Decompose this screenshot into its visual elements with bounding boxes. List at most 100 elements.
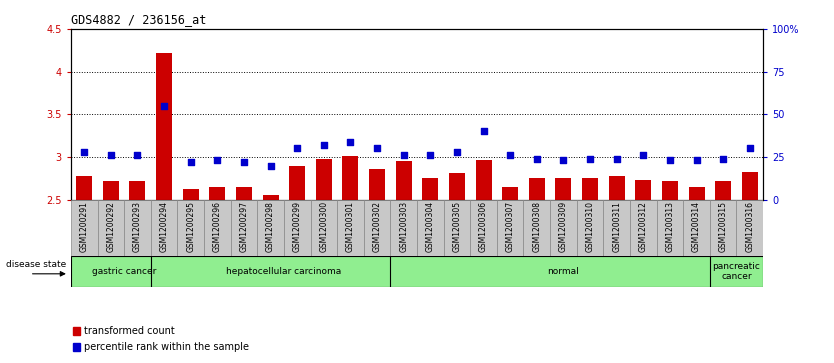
- Text: GSM1200298: GSM1200298: [266, 201, 275, 252]
- Bar: [741, 172, 758, 200]
- Bar: [497, 200, 524, 256]
- Text: transformed count: transformed count: [84, 326, 175, 336]
- Bar: [183, 189, 198, 200]
- Bar: [444, 200, 470, 256]
- Point: [397, 152, 410, 158]
- Point: [344, 139, 357, 144]
- Bar: [71, 256, 178, 287]
- Bar: [609, 176, 625, 200]
- Bar: [603, 200, 630, 256]
- Bar: [209, 187, 225, 200]
- Point: [104, 152, 118, 158]
- Text: GSM1200300: GSM1200300: [319, 201, 329, 252]
- Bar: [151, 200, 178, 256]
- Text: GSM1200292: GSM1200292: [106, 201, 115, 252]
- Point: [716, 156, 730, 162]
- Bar: [124, 200, 151, 256]
- Point: [370, 146, 384, 151]
- Point: [477, 129, 490, 134]
- Text: GSM1200295: GSM1200295: [186, 201, 195, 252]
- Text: GDS4882 / 236156_at: GDS4882 / 236156_at: [71, 13, 206, 26]
- Point: [237, 159, 250, 165]
- Bar: [316, 159, 332, 200]
- Bar: [395, 161, 412, 200]
- Point: [131, 152, 144, 158]
- Text: GSM1200314: GSM1200314: [692, 201, 701, 252]
- Bar: [390, 200, 417, 256]
- Text: GSM1200315: GSM1200315: [719, 201, 728, 252]
- Bar: [417, 200, 444, 256]
- Bar: [151, 256, 417, 287]
- Text: GSM1200299: GSM1200299: [293, 201, 302, 252]
- Bar: [470, 200, 497, 256]
- Bar: [550, 200, 577, 256]
- Bar: [636, 180, 651, 200]
- Bar: [343, 156, 359, 200]
- Bar: [475, 160, 491, 200]
- Bar: [662, 181, 678, 200]
- Point: [158, 103, 171, 109]
- Bar: [73, 327, 80, 335]
- Text: GSM1200297: GSM1200297: [239, 201, 249, 252]
- Point: [557, 158, 570, 163]
- Bar: [577, 200, 603, 256]
- Text: GSM1200309: GSM1200309: [559, 201, 568, 252]
- Bar: [284, 200, 310, 256]
- Text: GSM1200316: GSM1200316: [746, 201, 754, 252]
- Bar: [656, 200, 683, 256]
- Text: percentile rank within the sample: percentile rank within the sample: [84, 342, 249, 352]
- Point: [690, 158, 703, 163]
- Bar: [73, 343, 80, 351]
- Bar: [103, 181, 118, 200]
- Bar: [76, 176, 93, 200]
- Text: GSM1200303: GSM1200303: [399, 201, 408, 252]
- Text: GSM1200307: GSM1200307: [505, 201, 515, 252]
- Bar: [683, 200, 710, 256]
- Bar: [390, 256, 736, 287]
- Point: [743, 146, 756, 151]
- Text: GSM1200308: GSM1200308: [532, 201, 541, 252]
- Bar: [422, 178, 439, 200]
- Bar: [716, 181, 731, 200]
- Bar: [736, 200, 763, 256]
- Point: [504, 152, 517, 158]
- Text: GSM1200312: GSM1200312: [639, 201, 648, 252]
- Bar: [710, 200, 736, 256]
- Text: GSM1200296: GSM1200296: [213, 201, 222, 252]
- Bar: [364, 200, 390, 256]
- Point: [211, 158, 224, 163]
- Bar: [236, 187, 252, 200]
- Bar: [71, 200, 98, 256]
- Point: [663, 158, 676, 163]
- Point: [290, 146, 304, 151]
- Text: disease state: disease state: [6, 260, 66, 269]
- Text: hepatocellular carcinoma: hepatocellular carcinoma: [226, 267, 341, 276]
- Bar: [582, 178, 598, 200]
- Text: gastric cancer: gastric cancer: [92, 267, 156, 276]
- Bar: [156, 53, 172, 200]
- Bar: [231, 200, 257, 256]
- Bar: [555, 178, 571, 200]
- Bar: [710, 256, 763, 287]
- Point: [317, 142, 330, 148]
- Bar: [524, 200, 550, 256]
- Point: [530, 156, 544, 162]
- Point: [610, 156, 623, 162]
- Bar: [178, 200, 204, 256]
- Bar: [630, 200, 656, 256]
- Point: [424, 152, 437, 158]
- Text: GSM1200313: GSM1200313: [666, 201, 675, 252]
- Bar: [129, 181, 145, 200]
- Text: normal: normal: [548, 267, 580, 276]
- Bar: [369, 169, 385, 200]
- Bar: [98, 200, 124, 256]
- Text: GSM1200311: GSM1200311: [612, 201, 621, 252]
- Text: GSM1200305: GSM1200305: [452, 201, 461, 252]
- Bar: [310, 200, 337, 256]
- Text: GSM1200294: GSM1200294: [159, 201, 168, 252]
- Point: [450, 149, 464, 155]
- Bar: [449, 173, 465, 200]
- Bar: [204, 200, 231, 256]
- Point: [636, 152, 650, 158]
- Bar: [263, 195, 279, 200]
